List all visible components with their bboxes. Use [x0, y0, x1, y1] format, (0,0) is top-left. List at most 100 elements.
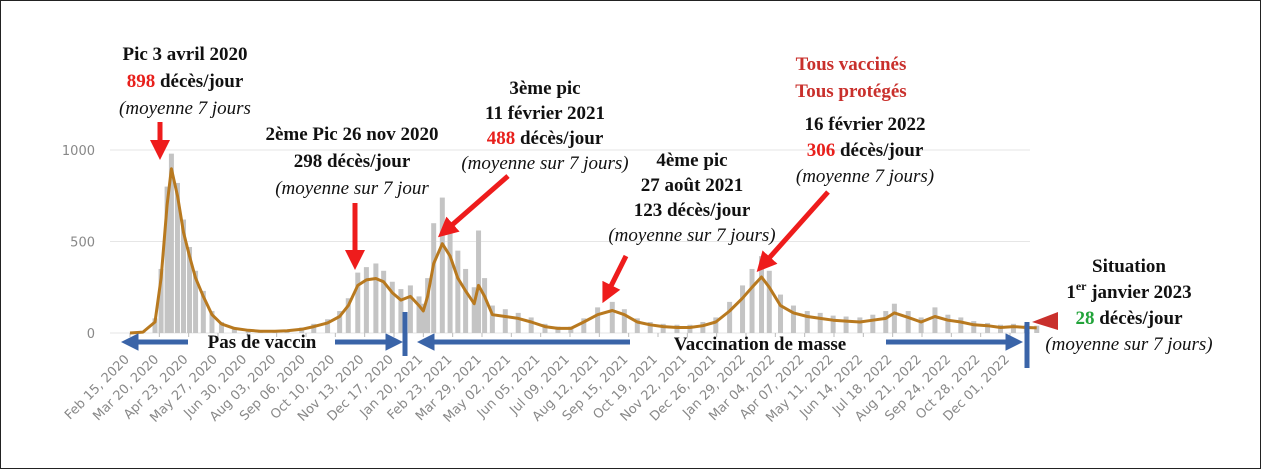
annotation-part: Situation [1092, 256, 1166, 277]
bar [1034, 325, 1040, 333]
arrow [756, 190, 830, 272]
bar [945, 314, 951, 333]
bar [843, 316, 849, 333]
annotation: 27 août 2021 [641, 175, 743, 196]
annotation: (moyenne 7 jours) [796, 166, 934, 187]
bar [398, 289, 404, 333]
bar [749, 268, 755, 333]
annotation: Pas de vaccin [208, 332, 317, 353]
annotation: (moyenne 7 jours [119, 98, 251, 119]
bar [830, 315, 836, 333]
bar [476, 230, 482, 333]
annotation: 11 février 2021 [485, 103, 605, 124]
bar [337, 311, 343, 333]
bar [431, 223, 437, 333]
bar [389, 281, 395, 333]
bar [373, 263, 379, 333]
annotation-part: 123 décès/jour [634, 200, 751, 221]
bar [209, 311, 215, 333]
bar [634, 318, 640, 333]
bar [891, 303, 897, 333]
bar [971, 321, 977, 333]
bar [158, 268, 164, 333]
bar [447, 223, 453, 333]
bar [439, 197, 445, 333]
bar [1010, 323, 1016, 333]
annotations: Pic 3 avril 2020 898 décès/jour (moyenne 7… [119, 44, 1213, 355]
annotation: 1er janvier 2023 [1066, 279, 1191, 303]
annotation-part: Tous protégés [795, 81, 906, 102]
bar [804, 311, 810, 333]
bar [311, 323, 317, 333]
bar [918, 317, 924, 333]
annotation: 298 décès/jour [294, 151, 411, 172]
bar [857, 317, 863, 333]
annotation: 123 décès/jour [634, 200, 751, 221]
annotation-part: 488 [487, 128, 516, 149]
annotation-part: 4ème pic [656, 150, 727, 171]
annotation-part: 2ème Pic 26 nov 2020 [265, 124, 438, 145]
y-tick-label: 1000 [62, 144, 95, 159]
bar [180, 219, 186, 333]
annotation-part: 27 août 2021 [641, 175, 743, 196]
bar [152, 318, 158, 333]
bar [647, 322, 653, 333]
annotation: Tous protégés [795, 81, 906, 102]
bar [363, 267, 369, 333]
annotation: Pic 3 avril 2020 [122, 44, 247, 65]
bar [713, 317, 719, 333]
bar [766, 270, 772, 333]
average-line [129, 167, 1037, 335]
bar [759, 256, 765, 333]
annotation: Situation [1092, 256, 1166, 277]
bar [778, 294, 784, 333]
annotation: Tous vaccinés [796, 54, 907, 75]
bar [727, 301, 733, 333]
annotation: 16 février 2022 [805, 114, 926, 135]
annotation-part: (moyenne 7 jours) [796, 166, 934, 187]
y-tick-label: 500 [70, 236, 95, 251]
bar [168, 153, 174, 333]
annotation-part: (moyenne 7 jours [119, 98, 251, 119]
bar [621, 309, 627, 333]
bar [581, 318, 587, 333]
bar [200, 290, 206, 333]
bar [407, 285, 413, 333]
annotation-part: décès/jour [515, 128, 604, 149]
annotation-part: 3ème pic [509, 78, 580, 99]
bar [425, 278, 431, 333]
bar [187, 246, 193, 333]
bar [932, 307, 938, 333]
annotation-part: (moyenne sur 7 jours) [608, 225, 775, 246]
arrow [602, 254, 629, 304]
bar [870, 314, 876, 333]
bar [463, 268, 469, 333]
bar [381, 270, 387, 333]
bar [660, 323, 666, 333]
annotation-part: Tous vaccinés [796, 54, 907, 75]
arrow [1032, 312, 1058, 330]
annotation-part: Pic 3 avril 2020 [122, 44, 247, 65]
bar [817, 312, 823, 333]
arrow [437, 174, 510, 238]
bar [231, 327, 237, 333]
arrows [150, 122, 830, 304]
y-tick-label: 0 [87, 327, 95, 342]
annotation: 3ème pic [509, 78, 580, 99]
annotation: (moyenne sur 7 jours) [608, 225, 775, 246]
annotation-part: 11 février 2021 [485, 103, 605, 124]
annotation: 2ème Pic 26 nov 2020 [265, 124, 438, 145]
annotation-part: 16 février 2022 [805, 114, 926, 135]
annotation: 4ème pic [656, 150, 727, 171]
bar [325, 319, 331, 333]
annotation-part: décès/jour [155, 71, 244, 92]
bar [740, 285, 746, 333]
bar [958, 317, 964, 333]
bar [905, 311, 911, 333]
annotation-part: (moyenne sur 7 jours) [1045, 334, 1212, 355]
bar [609, 301, 615, 333]
annotation: 28 décès/jour [1075, 308, 1183, 329]
